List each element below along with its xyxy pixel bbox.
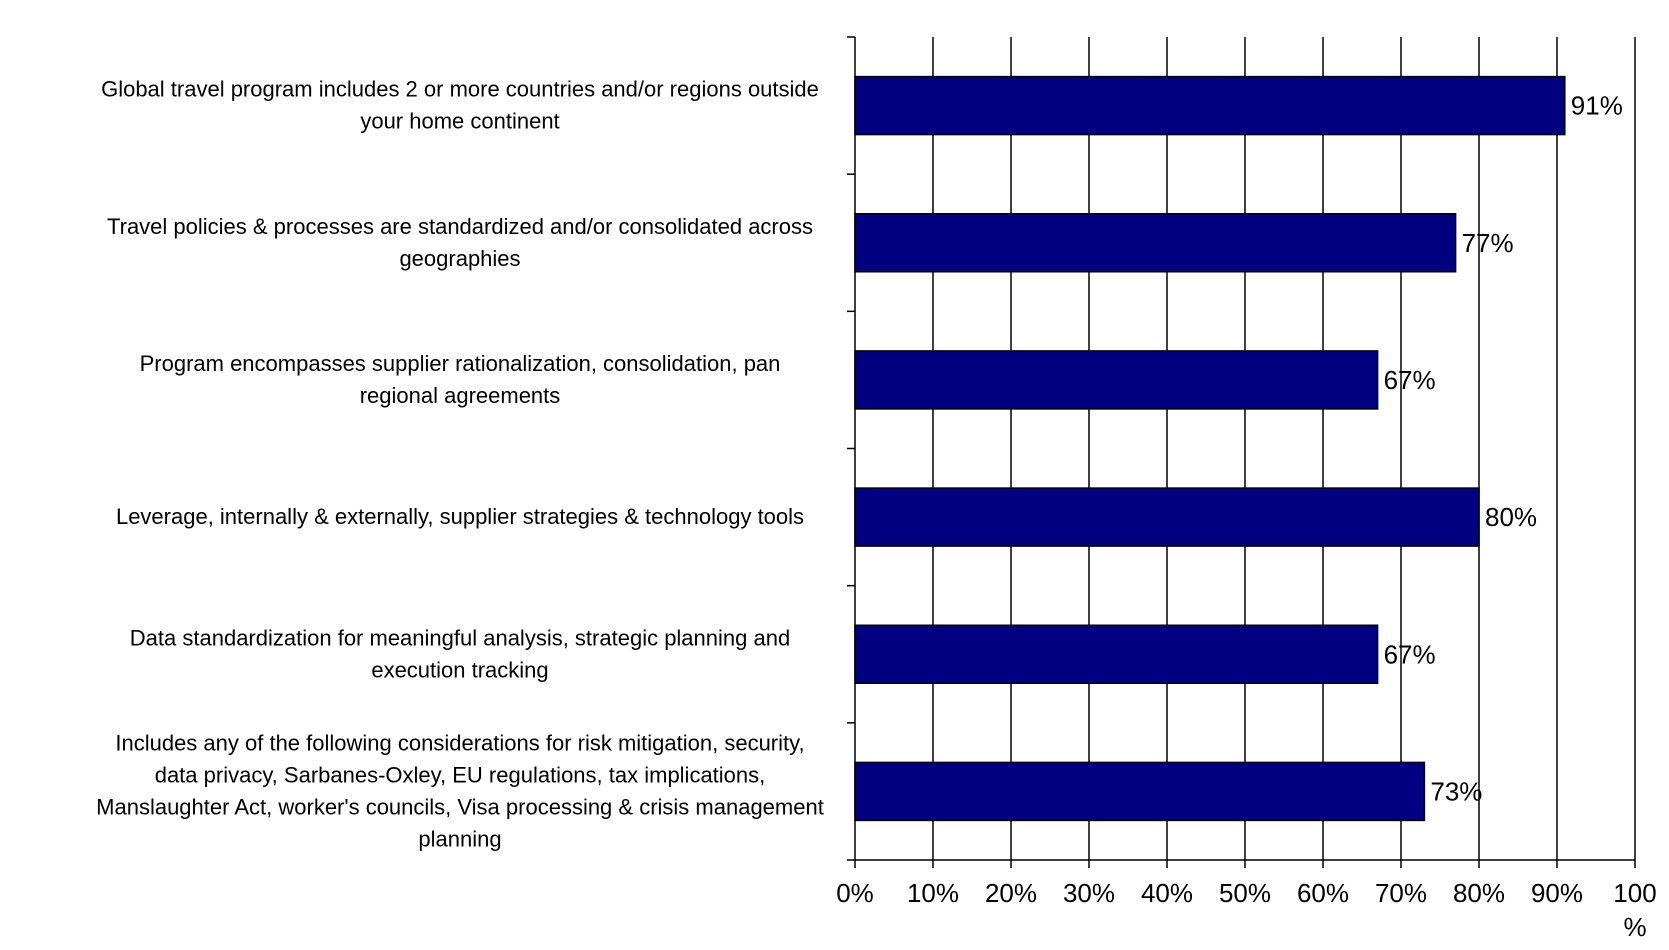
axes — [847, 36, 1636, 868]
x-axis-tick-labels: 0% 10% 20% 30% 40% 50% 60% 70% 80% 90% 100% — [836, 878, 1656, 942]
data-label: 80% — [1485, 502, 1537, 532]
data-label: 91% — [1571, 91, 1623, 121]
category-label-line: Program encompasses supplier rationaliza… — [140, 351, 781, 376]
x-tick-label-line: 80% — [1453, 878, 1505, 908]
bar — [854, 761, 1426, 822]
x-tick-label: 90% — [1531, 878, 1583, 908]
x-tick-label: 10% — [907, 878, 959, 908]
category-label-line: regional agreements — [360, 383, 561, 408]
data-label: 77% — [1462, 228, 1514, 258]
bar — [854, 487, 1480, 547]
x-tick-label-line: 60% — [1297, 878, 1349, 908]
category-label-line: execution tracking — [371, 657, 548, 682]
x-tick-label-line: 50% — [1219, 878, 1271, 908]
category-label-line: Global travel program includes 2 or more… — [101, 77, 819, 102]
data-label: 73% — [1430, 776, 1482, 806]
category-label-line: Manslaughter Act, worker's councils, Vis… — [96, 794, 824, 819]
x-tick-label-line: 20% — [985, 878, 1037, 908]
x-tick-label: 40% — [1141, 878, 1193, 908]
category-label: Includes any of the following considerat… — [96, 730, 824, 851]
category-label-line: geographies — [399, 246, 520, 271]
bar — [854, 350, 1379, 410]
category-label-line: Leverage, internally & externally, suppl… — [116, 504, 804, 529]
x-tick-label-line: 0% — [836, 878, 874, 908]
bar — [854, 75, 1566, 136]
category-label-line: Includes any of the following considerat… — [115, 730, 804, 755]
category-label: Data standardization for meaningful anal… — [130, 625, 790, 682]
x-tick-label: 20% — [985, 878, 1037, 908]
bar — [854, 213, 1457, 273]
category-label: Leverage, internally & externally, suppl… — [116, 504, 804, 529]
x-tick-label-line: 40% — [1141, 878, 1193, 908]
x-tick-label: 0% — [836, 878, 874, 908]
x-tick-label-line: 90% — [1531, 878, 1583, 908]
x-tick-label: 50% — [1219, 878, 1271, 908]
x-tick-label-line: 70% — [1375, 878, 1427, 908]
category-label-line: your home continent — [360, 109, 559, 134]
category-labels: Global travel program includes 2 or more… — [96, 77, 824, 852]
category-label-line: planning — [418, 826, 501, 851]
category-label-line: Travel policies & processes are standard… — [107, 214, 813, 239]
x-tick-label-line: 10% — [907, 878, 959, 908]
category-label-line: data privacy, Sarbanes-Oxley, EU regulat… — [155, 762, 766, 787]
x-tick-label: 80% — [1453, 878, 1505, 908]
category-label: Program encompasses supplier rationaliza… — [140, 351, 781, 408]
x-tick-label: 70% — [1375, 878, 1427, 908]
x-tick-label-line: 30% — [1063, 878, 1115, 908]
x-tick-label-line: % — [1623, 912, 1646, 942]
x-tick-label: 60% — [1297, 878, 1349, 908]
bars — [854, 75, 1566, 822]
data-label: 67% — [1384, 365, 1436, 395]
category-label-line: Data standardization for meaningful anal… — [130, 625, 790, 650]
bar — [854, 624, 1379, 684]
category-label: Travel policies & processes are standard… — [107, 214, 813, 271]
x-tick-label-line: 100 — [1613, 878, 1656, 908]
x-tick-label: 100% — [1613, 878, 1656, 942]
category-label: Global travel program includes 2 or more… — [101, 77, 819, 134]
data-label: 67% — [1384, 639, 1436, 669]
gridlines — [932, 37, 1636, 860]
x-tick-label: 30% — [1063, 878, 1115, 908]
data-labels: 91% 77% 67% 80% 67% 73% — [1384, 91, 1623, 807]
